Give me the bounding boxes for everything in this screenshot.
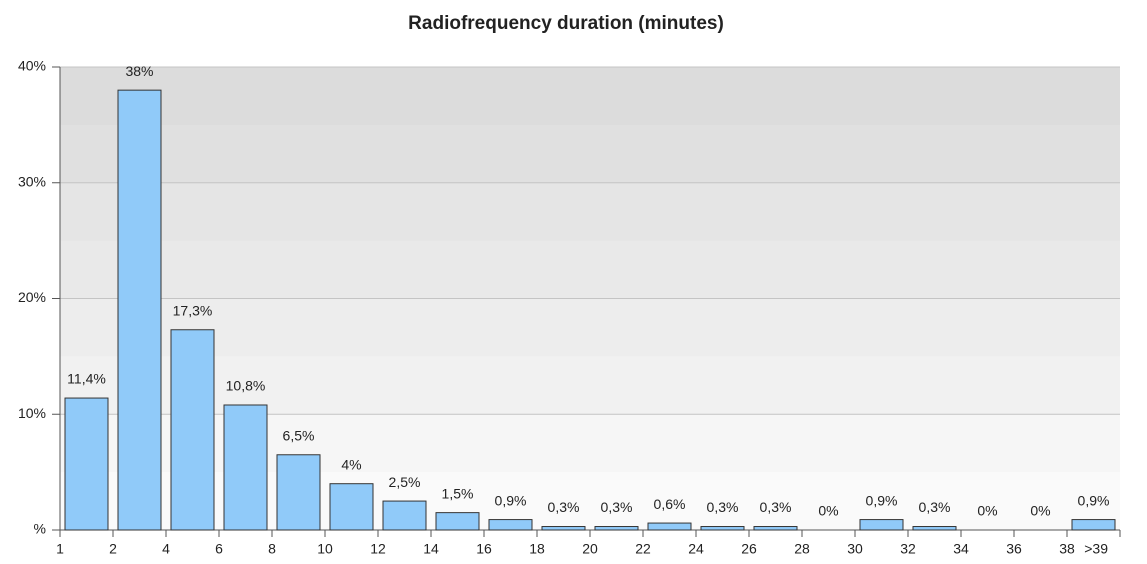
plot-band	[60, 182, 1120, 242]
x-tick-label: 30	[847, 541, 863, 557]
bar	[753, 526, 798, 531]
value-label: 0,6%	[654, 496, 686, 512]
y-tick-label: 40%	[18, 58, 46, 74]
value-label: 11,4%	[67, 371, 106, 387]
value-label: 0%	[818, 503, 838, 519]
value-label: 38%	[125, 63, 153, 79]
y-tick-label: %	[34, 521, 46, 537]
bar	[594, 526, 639, 531]
bar	[223, 404, 268, 531]
x-tick-label: >39	[1084, 541, 1108, 557]
y-tick-label: 10%	[18, 405, 46, 421]
x-tick-label: 20	[582, 541, 598, 557]
x-tick-label: 22	[635, 541, 651, 557]
x-tick-label: 4	[162, 541, 170, 557]
plot-band	[60, 356, 1120, 415]
value-label: 10,8%	[226, 378, 266, 394]
x-tick-label: 16	[476, 541, 492, 557]
chart-title: Radiofrequency duration (minutes)	[408, 13, 724, 34]
bar	[276, 454, 321, 531]
value-label: 0%	[977, 503, 997, 519]
plot-band	[60, 414, 1120, 473]
value-label: 0,9%	[495, 492, 527, 508]
bar	[541, 526, 586, 531]
value-label: 0,3%	[601, 499, 633, 515]
y-tick-label: 30%	[18, 173, 46, 189]
value-label: 0,3%	[919, 499, 951, 515]
bar	[329, 483, 374, 531]
x-tick-label: 6	[215, 541, 223, 557]
plot-band	[60, 298, 1120, 357]
value-label: 17,3%	[173, 302, 213, 318]
bar	[488, 519, 533, 531]
x-tick-label: 18	[529, 541, 545, 557]
x-tick-label: 26	[741, 541, 757, 557]
x-tick-label: 8	[268, 541, 276, 557]
y-tick-label: 20%	[18, 289, 46, 305]
bar	[647, 522, 692, 531]
value-label: 1,5%	[442, 485, 474, 501]
plot-band	[60, 472, 1120, 531]
bar	[64, 397, 109, 531]
x-tick-label: 14	[423, 541, 439, 557]
x-tick-label: 36	[1006, 541, 1022, 557]
x-tick-label: 1	[56, 541, 64, 557]
value-label: 2,5%	[389, 474, 421, 490]
x-tick-label: 12	[370, 541, 386, 557]
plot-band	[60, 124, 1120, 184]
x-tick-label: 2	[109, 541, 117, 557]
value-label: 0,3%	[760, 499, 792, 515]
bar	[170, 329, 215, 531]
plot-band	[60, 67, 1120, 126]
bar	[912, 526, 957, 531]
x-tick-label: 34	[953, 541, 969, 557]
x-tick-label: 10	[317, 541, 333, 557]
value-label: 4%	[341, 456, 361, 472]
x-tick-label: 28	[794, 541, 810, 557]
plot-band	[60, 240, 1120, 299]
value-label: 6,5%	[283, 427, 315, 443]
bar	[382, 500, 427, 531]
bar	[117, 89, 162, 531]
value-label: 0%	[1030, 503, 1050, 519]
x-tick-label: 24	[688, 541, 704, 557]
x-tick-label: 38	[1059, 541, 1075, 557]
x-tick-label: 32	[900, 541, 916, 557]
bar	[435, 512, 480, 531]
value-label: 0,9%	[866, 492, 898, 508]
value-label: 0,9%	[1078, 492, 1110, 508]
bar	[1071, 519, 1116, 531]
value-label: 0,3%	[548, 499, 580, 515]
bar	[859, 519, 904, 531]
bar	[700, 526, 745, 531]
value-label: 0,3%	[707, 499, 739, 515]
